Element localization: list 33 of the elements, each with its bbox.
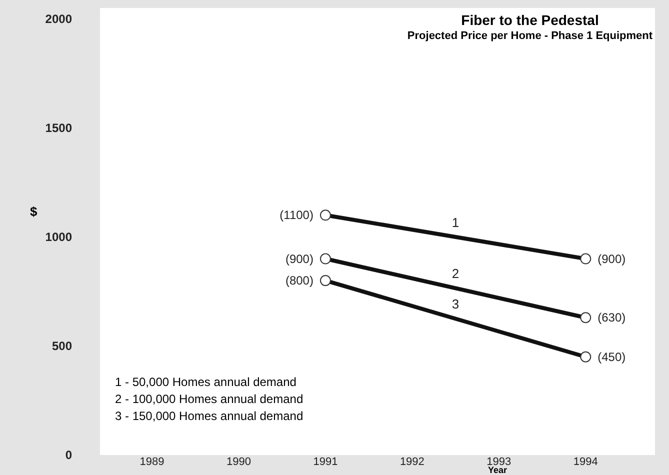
x-tick-label: 1993	[486, 456, 512, 468]
x-axis-title: Year	[488, 465, 508, 475]
point	[580, 312, 592, 324]
series-label: 3	[452, 296, 460, 312]
data-label: (450)	[598, 350, 626, 364]
annotation: 2 - 100,000 Homes annual demand	[115, 391, 304, 408]
x-tick-label: 1994	[573, 456, 598, 468]
y-axis-title: $	[30, 204, 38, 219]
text: Projected Price per Home - Phase 1 Equipment	[406, 30, 654, 42]
x-tick-label: 1992	[400, 456, 424, 468]
x-tick-label: 1989	[140, 456, 164, 468]
y-tick-label: 0	[65, 448, 72, 462]
point	[320, 253, 331, 264]
series-label: 2	[452, 266, 460, 282]
data-label: (800)	[285, 274, 314, 288]
y-tick-label: 1500	[45, 120, 72, 135]
series-label: 1	[452, 214, 460, 230]
y-tick-label: 1000	[45, 230, 72, 244]
data-label: (630)	[598, 310, 626, 325]
chart-title: Fiber to the Pedestal	[460, 12, 600, 28]
x-tick-label: 1991	[313, 456, 338, 468]
x-tick-label: 1990	[226, 456, 251, 468]
point	[320, 210, 331, 221]
point	[580, 253, 592, 264]
point	[320, 275, 331, 286]
point	[580, 351, 592, 362]
data-label: (900)	[598, 252, 626, 266]
annotation: 1 - 50,000 Homes annual demand	[115, 374, 298, 391]
y-tick-label: 500	[52, 338, 72, 353]
data-label: (900)	[285, 252, 314, 266]
annotation: 3 - 150,000 Homes annual demand	[115, 408, 304, 425]
data-label: (1100)	[280, 208, 314, 222]
y-tick-label: 2000	[45, 12, 72, 26]
